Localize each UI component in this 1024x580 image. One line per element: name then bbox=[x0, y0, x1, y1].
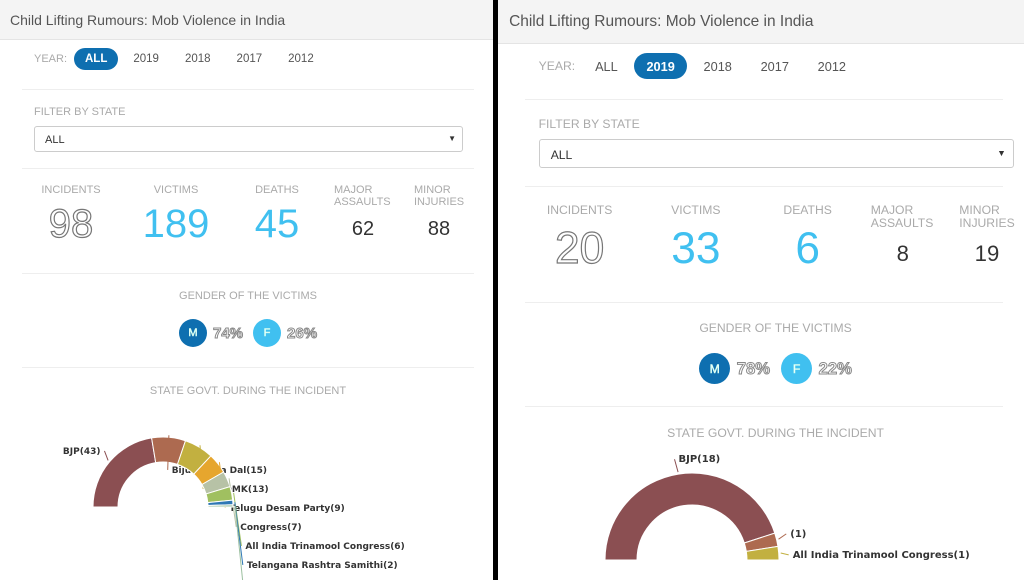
state-govt-chart: BJP(18) (1) All India Trinamool Congress(1… bbox=[604, 454, 970, 561]
chart-slice[interactable] bbox=[92, 437, 157, 508]
stat-major-assaults: MAJOR ASSAULTS 62 bbox=[334, 184, 391, 240]
minor-injuries-value: 19 bbox=[974, 241, 1000, 267]
chevron-down-icon: ▼ bbox=[997, 148, 1006, 159]
slice-label: All India Trinamool Congress(6) bbox=[245, 542, 404, 552]
major-assaults-value: 8 bbox=[896, 241, 909, 267]
page-title: Child Lifting Rumours: Mob Violence in I… bbox=[0, 0, 493, 40]
stat-deaths: DEATHS 6 bbox=[767, 203, 849, 274]
incidents-value: 20 bbox=[554, 223, 605, 273]
page-title: Child Lifting Rumours: Mob Violence in I… bbox=[498, 0, 1024, 45]
slice-label: All India Trinamool Congress(1) bbox=[793, 550, 970, 561]
divider bbox=[22, 89, 474, 90]
state-select-value: ALL bbox=[550, 148, 573, 163]
year-tab[interactable]: ALL bbox=[74, 48, 119, 70]
state-select-value: ALL bbox=[45, 134, 65, 146]
slice-label: (1) bbox=[790, 529, 806, 540]
state-select[interactable]: ALL ▼ bbox=[34, 126, 463, 152]
right-dashboard: Child Lifting Rumours: Mob Violence in I… bbox=[498, 0, 1024, 580]
gender-breakdown: M 78% F 22% bbox=[699, 353, 856, 385]
victims-value: 33 bbox=[671, 223, 721, 273]
male-badge: M bbox=[699, 353, 731, 385]
year-tab[interactable]: 2012 bbox=[288, 53, 314, 65]
chart-slice[interactable] bbox=[604, 472, 776, 561]
male-percent: 78% bbox=[736, 358, 770, 378]
divider bbox=[22, 168, 474, 169]
chevron-down-icon: ▼ bbox=[448, 134, 456, 143]
year-label: YEAR: bbox=[538, 58, 576, 73]
slice-label: Congress(7) bbox=[240, 523, 301, 533]
filter-label: FILTER BY STATE bbox=[34, 106, 126, 118]
female-percent: 26% bbox=[287, 324, 318, 342]
gender-breakdown: M 74% F 26% bbox=[179, 319, 321, 347]
year-tab[interactable]: 2017 bbox=[236, 53, 263, 65]
year-tab[interactable]: ALL bbox=[595, 58, 618, 74]
state-govt-label: STATE GOVT. DURING THE INCIDENT bbox=[667, 426, 884, 441]
state-select[interactable]: ALL ▼ bbox=[538, 139, 1014, 169]
slice-label: BJP(43) bbox=[63, 447, 101, 457]
label-leader bbox=[674, 458, 679, 473]
gender-label: GENDER OF THE VICTIMS bbox=[699, 321, 852, 336]
label-leader bbox=[104, 450, 109, 461]
label-leader bbox=[780, 552, 789, 556]
slice-label: Telangana Rashtra Samithi(2) bbox=[247, 561, 398, 571]
year-tab[interactable]: 2018 bbox=[703, 58, 732, 74]
stat-minor-injuries: MINOR INJURIES 19 bbox=[959, 202, 1015, 267]
label-leader bbox=[778, 533, 787, 540]
year-tabs: ALL 2019 2018 2017 2012 bbox=[583, 53, 858, 80]
stat-major-assaults: MAJOR ASSAULTS 8 bbox=[870, 202, 934, 267]
label-leader bbox=[167, 435, 170, 470]
chart-slice[interactable] bbox=[745, 545, 780, 561]
male-percent: 74% bbox=[212, 324, 244, 342]
panel-body: YEAR: ALL 2019 2018 2017 2012 FILTER BY … bbox=[501, 0, 1024, 580]
stat-victims: VICTIMS 33 bbox=[645, 203, 747, 274]
slice-label: Telugu Desam Party(9) bbox=[229, 504, 345, 514]
stat-incidents: INCIDENTS 98 bbox=[41, 184, 101, 247]
major-assaults-value: 62 bbox=[351, 218, 375, 240]
dashboard-panel: Child Lifting Rumours: Mob Violence in I… bbox=[0, 0, 493, 580]
left-dashboard: Child Lifting Rumours: Mob Violence in I… bbox=[0, 0, 493, 580]
year-tab[interactable]: 2017 bbox=[760, 58, 789, 74]
year-tabs: ALL 2019 2018 2017 2012 bbox=[74, 48, 325, 70]
deaths-value: 6 bbox=[795, 223, 820, 273]
stat-deaths: DEATHS 45 bbox=[240, 184, 314, 247]
divider bbox=[525, 406, 1003, 408]
panel-body: YEAR: ALL 2019 2018 2017 2012 FILTER BY … bbox=[0, 0, 493, 580]
divider bbox=[525, 302, 1003, 304]
slice-label: BJP(18) bbox=[679, 454, 721, 465]
stat-victims: VICTIMS 189 bbox=[130, 184, 222, 247]
divider bbox=[22, 273, 474, 274]
chart-slice[interactable] bbox=[207, 504, 234, 508]
filter-label: FILTER BY STATE bbox=[538, 117, 640, 132]
year-tab[interactable]: 2019 bbox=[133, 53, 159, 65]
victims-value: 189 bbox=[142, 202, 210, 246]
divider bbox=[22, 367, 474, 368]
divider bbox=[525, 98, 1003, 100]
female-badge: F bbox=[253, 319, 282, 347]
female-badge: F bbox=[781, 353, 813, 385]
slice-label: AIADMK(13) bbox=[207, 485, 268, 495]
deaths-value: 45 bbox=[254, 202, 300, 246]
year-tab[interactable]: 2012 bbox=[817, 58, 846, 74]
divider bbox=[525, 185, 1003, 187]
state-govt-chart: BJP(43)Biju Janata Dal(15)AIADMK(13)Telu… bbox=[63, 435, 405, 580]
incidents-value: 98 bbox=[48, 201, 94, 246]
year-label: YEAR: bbox=[34, 53, 68, 65]
stat-minor-injuries: MINOR INJURIES 88 bbox=[414, 184, 465, 240]
gender-label: GENDER OF THE VICTIMS bbox=[179, 290, 317, 302]
state-govt-label: STATE GOVT. DURING THE INCIDENT bbox=[149, 385, 347, 397]
year-tab[interactable]: 2019 bbox=[634, 53, 687, 80]
female-percent: 22% bbox=[818, 358, 852, 378]
male-badge: M bbox=[179, 319, 207, 347]
dashboard-panel: Child Lifting Rumours: Mob Violence in I… bbox=[498, 0, 1024, 580]
minor-injuries-value: 88 bbox=[427, 218, 451, 240]
stat-incidents: INCIDENTS 20 bbox=[546, 202, 613, 273]
label-leader bbox=[234, 505, 244, 580]
year-tab[interactable]: 2018 bbox=[184, 53, 211, 65]
